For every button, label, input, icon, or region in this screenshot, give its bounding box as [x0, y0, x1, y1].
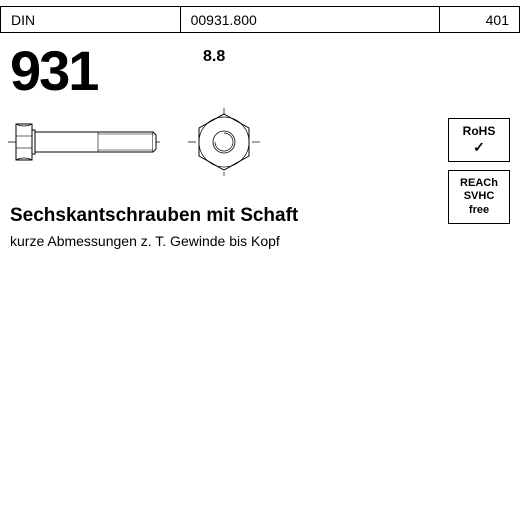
header-cell-standard: DIN — [1, 7, 181, 33]
reach-line1: REACh — [460, 177, 498, 190]
technical-diagram — [8, 102, 288, 189]
bolt-diagram-svg — [8, 102, 288, 184]
grade-label: 8.8 — [203, 48, 225, 66]
bolt-side-view — [8, 124, 163, 160]
bolt-head-outline — [16, 124, 32, 160]
header-table: DIN 00931.800 401 — [0, 6, 520, 33]
bolt-shank — [35, 132, 153, 152]
reach-line2: SVHC — [464, 190, 495, 203]
header-cell-ref: 401 — [440, 7, 520, 33]
check-icon: ✓ — [473, 139, 485, 156]
rohs-label: RoHS — [463, 124, 496, 138]
reach-line3: free — [469, 204, 489, 217]
product-title: Sechskantschrauben mit Schaft — [10, 205, 298, 227]
end-chamfer — [153, 132, 156, 152]
description-block: Sechskantschrauben mit Schaft kurze Abme… — [10, 205, 298, 249]
reach-badge: REACh SVHC free — [448, 170, 510, 224]
rohs-badge: RoHS ✓ — [448, 118, 510, 162]
bolt-front-view — [188, 108, 260, 176]
standard-number: 931 — [10, 38, 97, 103]
product-subtitle: kurze Abmessungen z. T. Gewinde bis Kopf — [10, 233, 298, 249]
hex-outline — [199, 114, 249, 170]
standard-number-block: 931 — [10, 38, 97, 103]
header-cell-code: 00931.800 — [180, 7, 439, 33]
